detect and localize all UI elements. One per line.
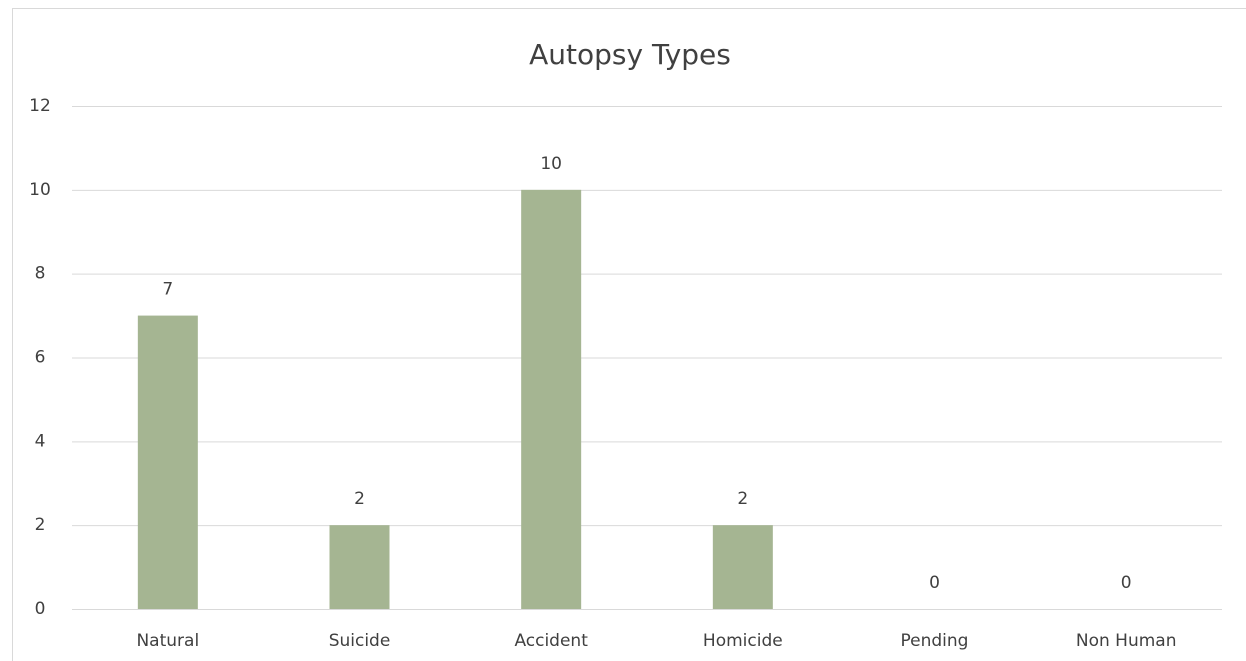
y-tick-label: 2 [35, 515, 46, 535]
data-label: 7 [162, 280, 173, 300]
x-tick-label: Homicide [703, 631, 783, 651]
y-tick-label: 10 [29, 180, 51, 200]
bar [137, 315, 198, 609]
data-label: 2 [354, 489, 365, 509]
x-tick-label: Pending [901, 631, 969, 651]
chart-border [12, 8, 1246, 661]
x-tick-label: Accident [514, 631, 588, 651]
y-tick-label: 4 [35, 431, 46, 451]
data-label: 0 [1121, 573, 1132, 593]
bar [712, 525, 773, 609]
x-tick-label: Natural [136, 631, 199, 651]
bar [521, 189, 582, 610]
x-tick-label: Non Human [1076, 631, 1177, 651]
bar [329, 525, 390, 609]
y-tick-label: 12 [29, 96, 51, 116]
y-tick-label: 8 [35, 264, 46, 284]
chart-title: Autopsy Types [529, 38, 731, 71]
data-label: 0 [929, 573, 940, 593]
data-label: 2 [737, 489, 748, 509]
x-tick-label: Suicide [329, 631, 391, 651]
y-tick-label: 0 [35, 599, 46, 619]
y-tick-label: 6 [35, 348, 46, 368]
data-label: 10 [540, 154, 562, 174]
